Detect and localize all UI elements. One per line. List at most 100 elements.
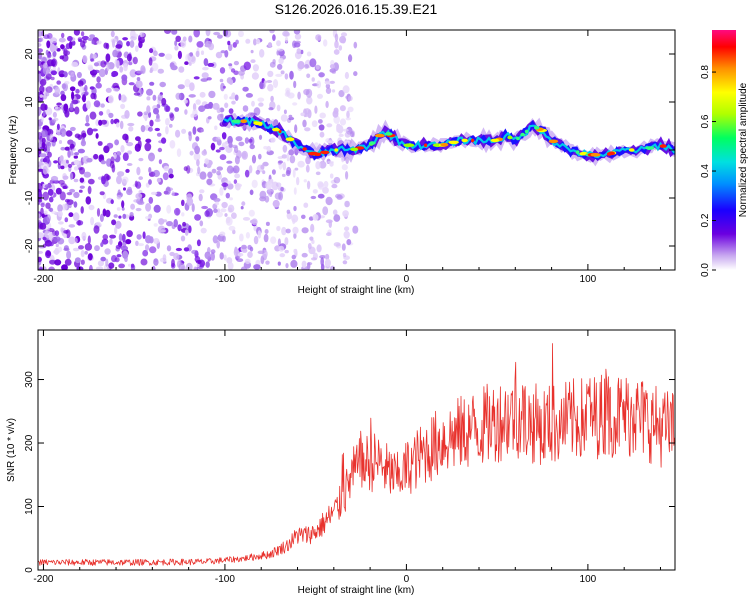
noise-blob bbox=[311, 120, 318, 128]
noise-blob bbox=[211, 168, 217, 174]
noise-blob bbox=[46, 59, 54, 67]
noise-blob bbox=[163, 165, 170, 172]
noise-blob bbox=[251, 72, 259, 80]
ridge-hotspot bbox=[424, 143, 428, 147]
noise-blob bbox=[165, 53, 173, 60]
noise-blob bbox=[55, 243, 59, 248]
noise-blob bbox=[70, 71, 75, 78]
noise-blob bbox=[253, 264, 261, 270]
noise-blob bbox=[185, 262, 193, 270]
noise-blob bbox=[265, 260, 270, 265]
noise-blob bbox=[181, 128, 187, 134]
noise-blob bbox=[334, 33, 339, 42]
noise-blob bbox=[90, 92, 96, 100]
noise-blob bbox=[229, 197, 233, 201]
noise-blob bbox=[111, 255, 117, 263]
noise-blob bbox=[113, 87, 120, 92]
noise-blob bbox=[94, 245, 100, 252]
noise-blob bbox=[63, 245, 69, 251]
noise-blob bbox=[123, 63, 128, 72]
noise-blob bbox=[157, 68, 164, 74]
noise-blob bbox=[312, 189, 318, 194]
noise-blob bbox=[120, 103, 126, 110]
noise-blob bbox=[168, 173, 174, 179]
noise-blob bbox=[265, 181, 273, 190]
noise-blob bbox=[108, 112, 114, 119]
noise-blob bbox=[110, 30, 115, 38]
noise-blob bbox=[262, 161, 269, 167]
spectrogram-heatmap bbox=[38, 30, 675, 270]
noise-blob bbox=[38, 199, 41, 206]
noise-blob bbox=[204, 104, 212, 109]
noise-blob bbox=[60, 165, 65, 170]
noise-blob bbox=[219, 252, 224, 260]
noise-blob bbox=[342, 128, 349, 132]
noise-blob bbox=[153, 238, 160, 244]
noise-blob bbox=[184, 61, 189, 65]
noise-blob bbox=[332, 209, 338, 216]
noise-blob bbox=[116, 175, 122, 185]
noise-blob bbox=[199, 189, 205, 194]
noise-blob bbox=[223, 254, 227, 261]
noise-blob bbox=[325, 219, 333, 224]
noise-blob bbox=[260, 255, 265, 265]
noise-blob bbox=[38, 73, 42, 82]
noise-blob bbox=[49, 207, 54, 213]
noise-blob bbox=[329, 64, 336, 69]
noise-blob bbox=[282, 161, 287, 171]
noise-blob bbox=[130, 263, 135, 268]
noise-blob bbox=[122, 133, 129, 141]
noise-blob bbox=[149, 246, 157, 254]
noise-blob bbox=[267, 187, 272, 197]
noise-blob bbox=[175, 247, 182, 252]
noise-blob bbox=[128, 263, 131, 267]
noise-blob bbox=[269, 30, 275, 34]
noise-blob bbox=[279, 253, 286, 258]
noise-blob bbox=[38, 42, 42, 47]
noise-blob bbox=[121, 74, 128, 81]
noise-blob bbox=[84, 243, 93, 251]
noise-blob bbox=[350, 131, 354, 138]
noise-blob bbox=[189, 82, 195, 91]
noise-blob bbox=[245, 232, 250, 239]
noise-blob bbox=[157, 147, 163, 153]
noise-blob bbox=[118, 215, 122, 219]
noise-blob bbox=[228, 63, 233, 67]
ridge-hotspot bbox=[490, 138, 500, 143]
noise-blob bbox=[324, 258, 331, 267]
noise-blob bbox=[96, 208, 101, 217]
noise-blob bbox=[347, 106, 354, 113]
noise-blob bbox=[281, 173, 286, 177]
noise-blob bbox=[289, 155, 296, 164]
noise-blob bbox=[39, 153, 47, 158]
x-tick-label: -100 bbox=[215, 274, 235, 285]
noise-blob bbox=[87, 253, 93, 261]
noise-blob bbox=[158, 229, 166, 233]
noise-blob bbox=[38, 250, 43, 254]
noise-blob bbox=[74, 257, 81, 264]
noise-blob bbox=[47, 151, 52, 158]
noise-blob bbox=[201, 72, 209, 79]
noise-blob bbox=[77, 219, 81, 226]
noise-blob bbox=[294, 33, 302, 40]
noise-blob bbox=[233, 70, 239, 76]
noise-blob bbox=[297, 60, 305, 70]
noise-blob bbox=[296, 176, 300, 186]
noise-blob bbox=[39, 94, 43, 98]
x-tick-label: -100 bbox=[215, 574, 235, 585]
noise-blob bbox=[280, 70, 285, 75]
noise-blob bbox=[222, 30, 229, 37]
noise-blob bbox=[204, 251, 211, 260]
x-tick-label: -200 bbox=[33, 274, 53, 285]
noise-blob bbox=[158, 52, 165, 57]
ridge-hotspot bbox=[308, 151, 319, 156]
noise-blob bbox=[339, 105, 346, 112]
noise-blob bbox=[293, 30, 301, 35]
noise-blob bbox=[64, 80, 70, 85]
noise-blob bbox=[146, 88, 153, 96]
noise-blob bbox=[45, 73, 52, 80]
noise-blob bbox=[95, 133, 99, 139]
noise-blob bbox=[54, 230, 60, 237]
noise-blob bbox=[193, 30, 200, 38]
noise-blob bbox=[38, 147, 42, 156]
